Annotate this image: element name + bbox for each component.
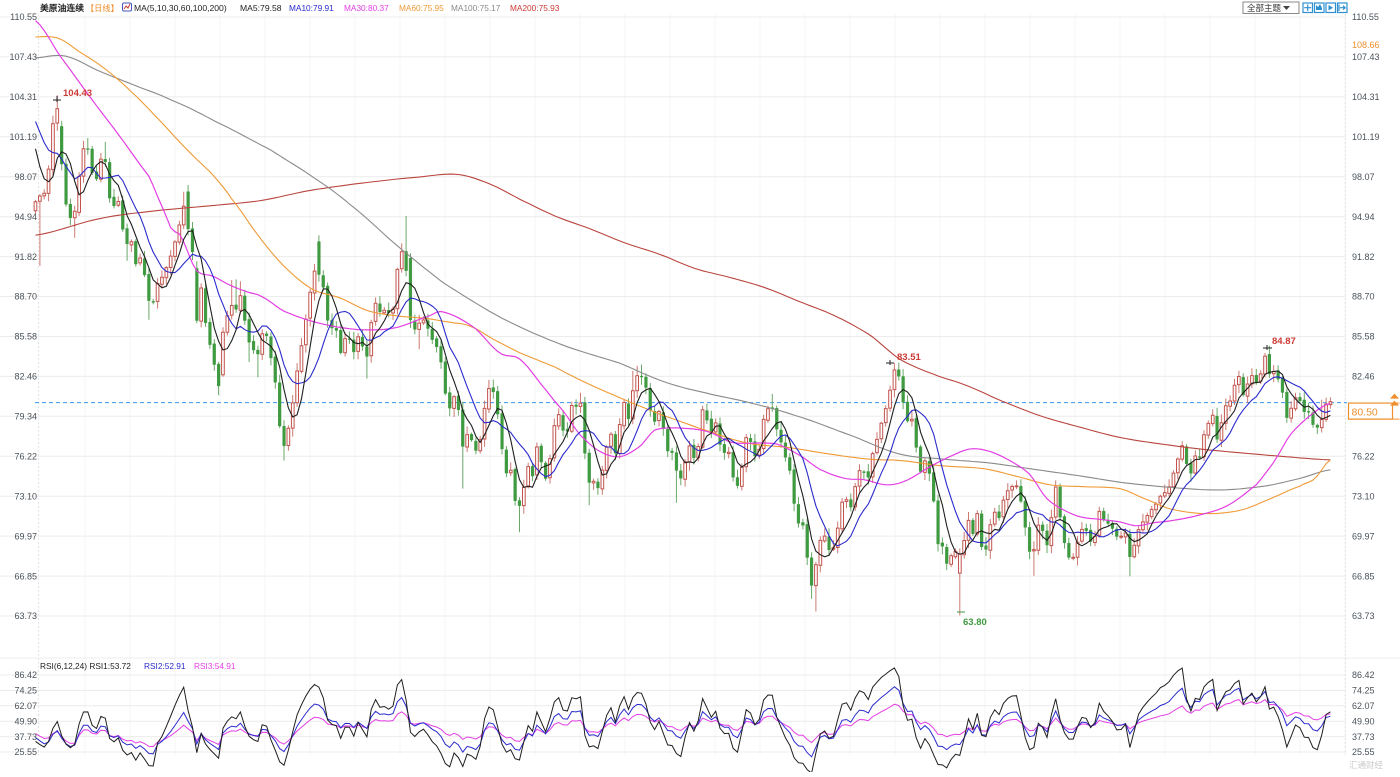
svg-text:107.43: 107.43	[9, 52, 37, 62]
svg-text:汇通财经: 汇通财经	[1349, 760, 1384, 770]
svg-text:80.50: 80.50	[1352, 407, 1378, 419]
svg-text:RSI3:54.91: RSI3:54.91	[194, 661, 236, 671]
svg-text:73.10: 73.10	[14, 491, 37, 501]
svg-text:76.22: 76.22	[1352, 452, 1375, 462]
svg-text:82.46: 82.46	[1352, 372, 1375, 382]
svg-text:86.42: 86.42	[1352, 670, 1375, 680]
svg-text:110.55: 110.55	[1352, 12, 1379, 22]
svg-text:66.85: 66.85	[14, 571, 37, 581]
svg-text:RSI(6,12,24) RSI1:53.72: RSI(6,12,24) RSI1:53.72	[40, 661, 131, 671]
svg-text:84.87: 84.87	[1272, 336, 1296, 347]
svg-text:MA100:75.17: MA100:75.17	[451, 3, 501, 13]
svg-text:MA5:79.58: MA5:79.58	[240, 3, 282, 13]
svg-text:98.07: 98.07	[1352, 172, 1375, 182]
svg-text:MA30:80.37: MA30:80.37	[344, 3, 389, 13]
svg-text:MA60:75.95: MA60:75.95	[399, 3, 444, 13]
svg-text:79.34: 79.34	[14, 412, 37, 422]
svg-text:美原油连续: 美原油连续	[40, 2, 84, 13]
svg-text:88.70: 88.70	[14, 292, 37, 302]
svg-text:63.80: 63.80	[963, 617, 987, 628]
svg-text:MA10:79.91: MA10:79.91	[289, 3, 334, 13]
svg-text:85.58: 85.58	[1352, 332, 1375, 342]
svg-text:88.70: 88.70	[1352, 292, 1375, 302]
svg-text:83.51: 83.51	[897, 352, 921, 363]
svg-text:104.31: 104.31	[9, 92, 37, 102]
svg-text:101.19: 101.19	[1352, 132, 1380, 142]
svg-text:85.58: 85.58	[14, 332, 37, 342]
svg-text:49.90: 49.90	[1352, 716, 1375, 726]
svg-text:101.19: 101.19	[9, 132, 37, 142]
svg-text:91.82: 91.82	[1352, 252, 1375, 262]
svg-text:全部主题: 全部主题	[1247, 3, 1282, 13]
svg-text:74.25: 74.25	[14, 686, 37, 696]
svg-text:49.90: 49.90	[14, 716, 37, 726]
svg-text:66.85: 66.85	[1352, 571, 1375, 581]
svg-text:MA200:75.93: MA200:75.93	[510, 3, 560, 13]
svg-text:63.73: 63.73	[14, 611, 37, 621]
svg-text:107.43: 107.43	[1352, 52, 1380, 62]
svg-text:25.55: 25.55	[14, 747, 37, 757]
svg-text:37.73: 37.73	[1352, 732, 1375, 742]
svg-text:63.73: 63.73	[1352, 611, 1375, 621]
svg-text:【日线】: 【日线】	[86, 3, 119, 13]
svg-text:25.55: 25.55	[1352, 747, 1375, 757]
svg-text:62.07: 62.07	[14, 701, 37, 711]
svg-text:108.66: 108.66	[1352, 40, 1380, 50]
svg-text:104.43: 104.43	[63, 88, 92, 99]
svg-text:104.31: 104.31	[1352, 92, 1380, 102]
svg-text:82.46: 82.46	[14, 372, 37, 382]
svg-text:86.42: 86.42	[14, 670, 37, 680]
svg-text:110.55: 110.55	[10, 12, 37, 22]
svg-text:91.82: 91.82	[14, 252, 37, 262]
svg-text:73.10: 73.10	[1352, 491, 1375, 501]
svg-text:62.07: 62.07	[1352, 701, 1375, 711]
svg-text:98.07: 98.07	[14, 172, 37, 182]
svg-text:37.73: 37.73	[14, 732, 37, 742]
svg-text:76.22: 76.22	[14, 452, 37, 462]
svg-text:94.94: 94.94	[1352, 212, 1375, 222]
svg-text:69.97: 69.97	[14, 531, 37, 541]
svg-text:69.97: 69.97	[1352, 531, 1375, 541]
svg-text:74.25: 74.25	[1352, 686, 1375, 696]
svg-text:MA(5,10,30,60,100,200): MA(5,10,30,60,100,200)	[134, 3, 227, 13]
svg-text:94.94: 94.94	[14, 212, 37, 222]
svg-text:RSI2:52.91: RSI2:52.91	[144, 661, 186, 671]
